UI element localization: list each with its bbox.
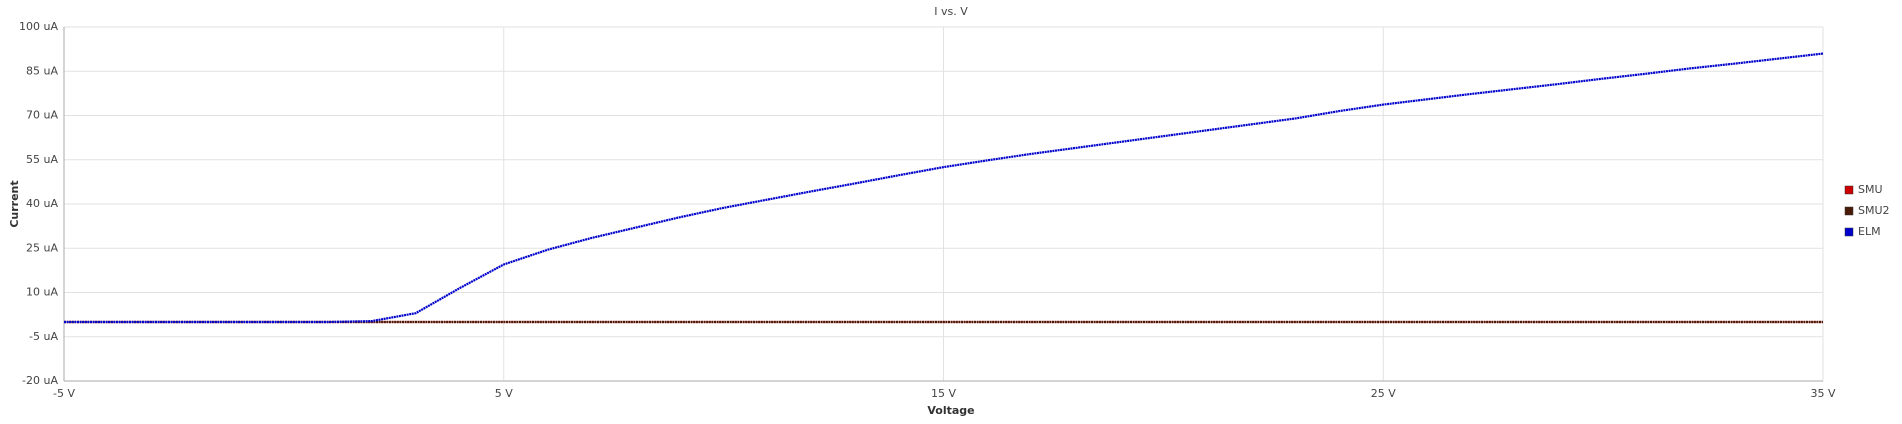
legend-swatch	[1844, 185, 1854, 195]
chart-title: I vs. V	[934, 5, 968, 18]
series-line	[64, 52, 1824, 324]
legend-label: SMU	[1858, 183, 1883, 196]
x-tick-label: 25 V	[1371, 387, 1396, 400]
legend-swatch	[1844, 227, 1854, 237]
y-tick-label: 55 uA	[26, 153, 58, 166]
y-tick-label: 25 uA	[26, 241, 58, 254]
y-tick-label: 70 uA	[26, 109, 58, 122]
y-tick-label: 10 uA	[26, 286, 58, 299]
y-tick-label: -20 uA	[22, 374, 58, 387]
legend-swatch	[1844, 206, 1854, 216]
x-tick-label: 35 V	[1810, 387, 1835, 400]
x-tick-label: 15 V	[931, 387, 956, 400]
legend-label: SMU2	[1858, 204, 1890, 217]
legend-label: ELM	[1858, 225, 1881, 238]
x-axis-label: Voltage	[927, 404, 974, 417]
y-tick-label: 100 uA	[19, 20, 58, 33]
y-tick-label: 85 uA	[26, 64, 58, 77]
x-tick-label: -5 V	[53, 387, 75, 400]
y-tick-label: 40 uA	[26, 197, 58, 210]
y-axis-label: Current	[8, 180, 21, 227]
y-tick-label: -5 uA	[29, 330, 58, 343]
x-tick-label: 5 V	[495, 387, 513, 400]
